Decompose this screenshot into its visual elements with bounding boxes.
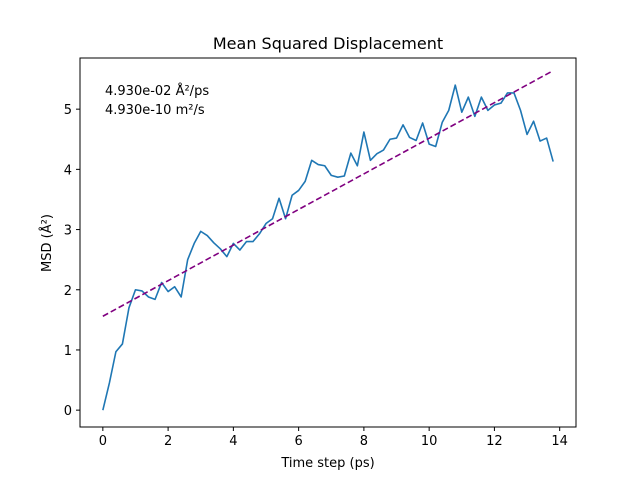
x-tick-label: 6 <box>294 434 302 449</box>
x-tick-label: 4 <box>229 434 237 449</box>
y-tick-label: 1 <box>64 344 72 359</box>
x-tick-label: 2 <box>164 434 172 449</box>
x-tick-label: 14 <box>551 434 568 449</box>
diffusion-annotation: 4.930e-10 m²/s <box>105 103 205 118</box>
msd-series-line <box>102 84 554 411</box>
y-tick-label: 4 <box>64 163 72 178</box>
slope-annotation: 4.930e-02 Å²/ps <box>105 83 209 99</box>
x-axis-label: Time step (ps) <box>280 456 374 471</box>
y-axis-label: MSD (Å²) <box>39 214 55 272</box>
y-tick-label: 0 <box>64 404 72 419</box>
x-tick-label: 8 <box>360 434 368 449</box>
y-tick-label: 2 <box>64 284 72 299</box>
y-tick-label: 3 <box>64 224 72 239</box>
chart-title: Mean Squared Displacement <box>213 34 443 53</box>
axes-frame <box>79 57 577 428</box>
x-tick-label: 12 <box>486 434 503 449</box>
x-tick-label: 10 <box>421 434 438 449</box>
y-tick-label: 5 <box>64 103 72 118</box>
fit-line <box>102 69 554 317</box>
plot-layer <box>102 69 554 411</box>
x-tick-label: 0 <box>99 434 107 449</box>
